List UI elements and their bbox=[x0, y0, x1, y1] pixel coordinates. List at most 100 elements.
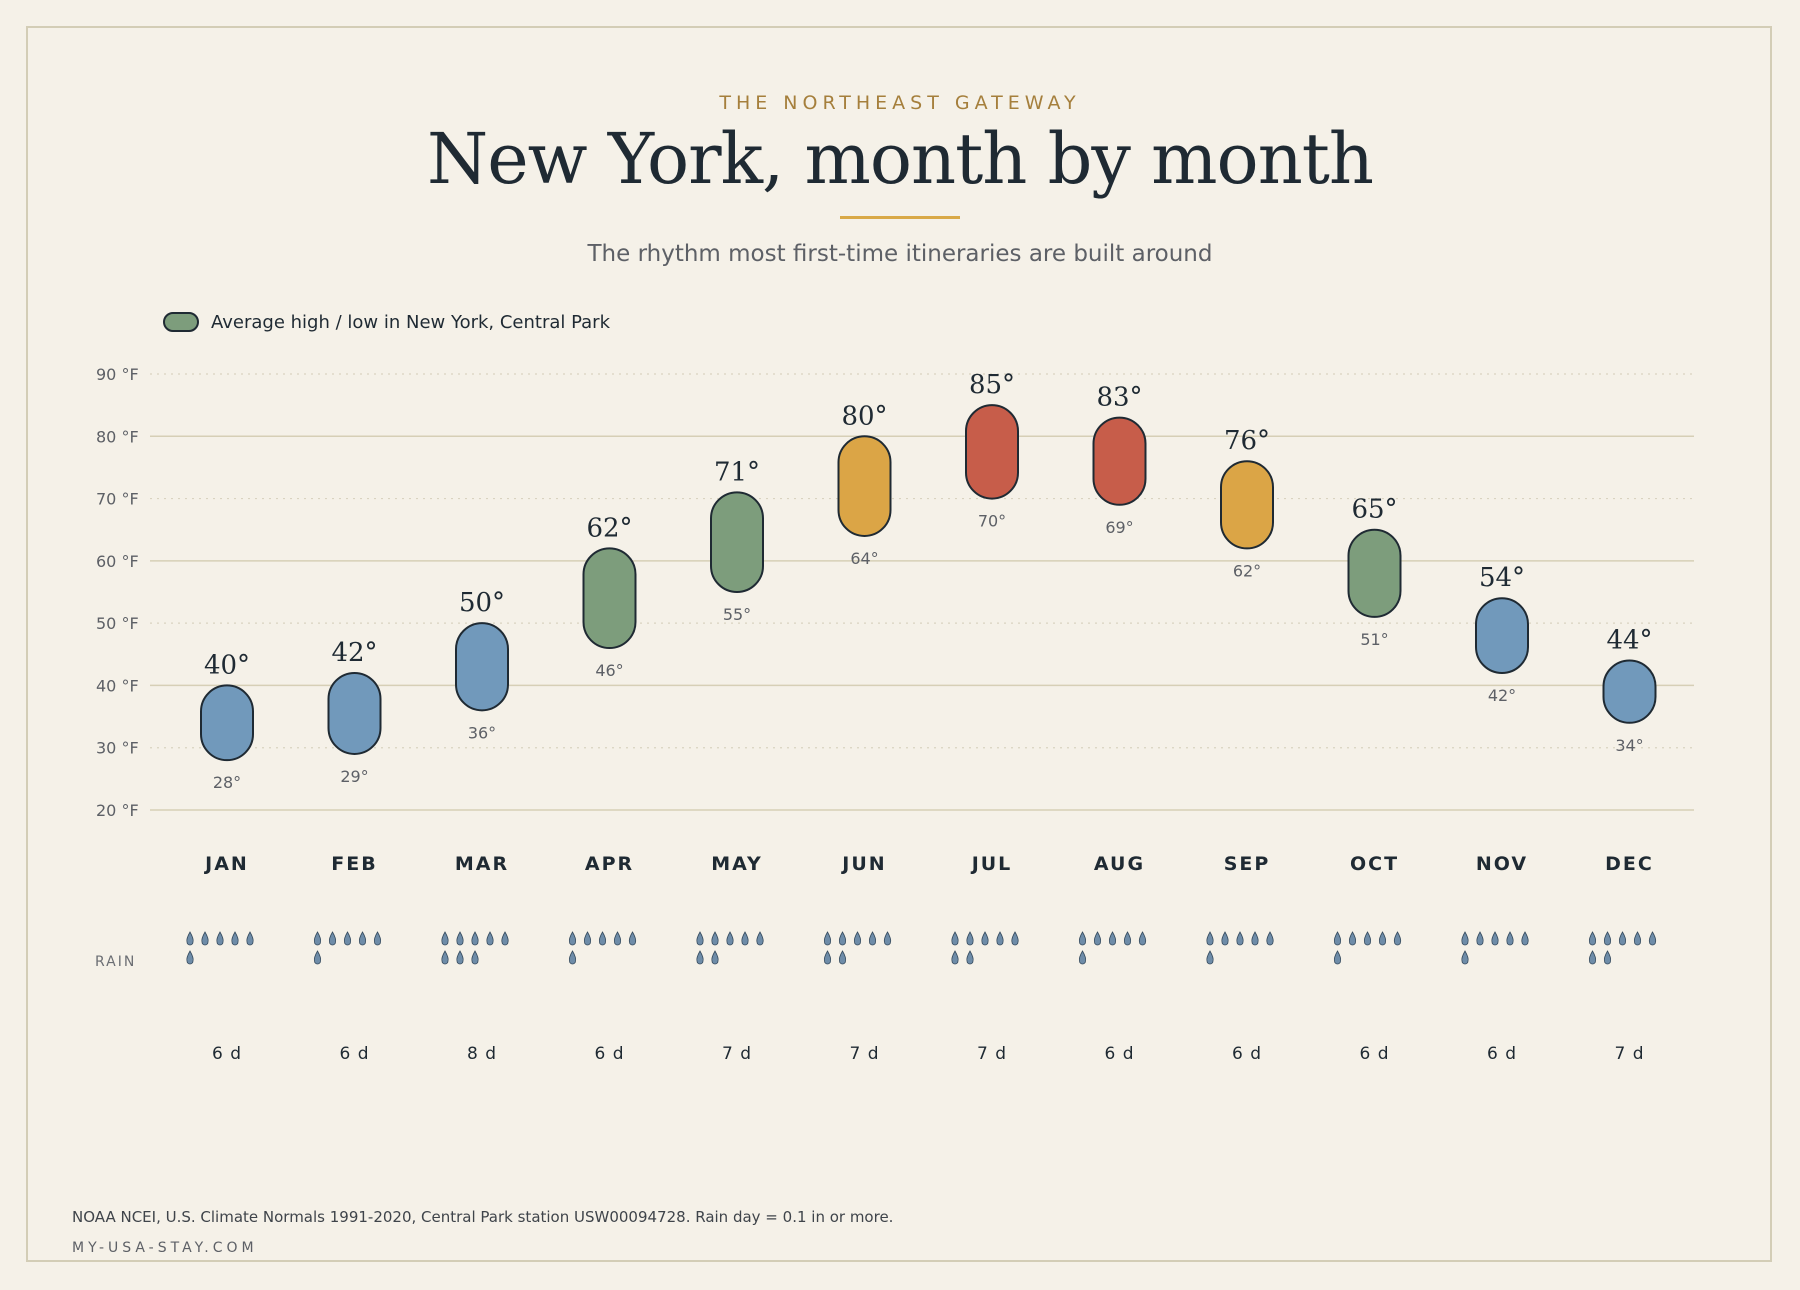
month-label: FEB bbox=[331, 853, 377, 875]
rain-days-label: 6 d bbox=[594, 1044, 624, 1064]
rain-drop-icon bbox=[868, 931, 877, 946]
rain-drop-icon bbox=[1648, 931, 1657, 946]
rain-drop-icon bbox=[186, 950, 194, 965]
title-underline bbox=[840, 216, 960, 219]
rain-days-label: 7 d bbox=[1614, 1044, 1644, 1064]
low-label: 69° bbox=[1105, 518, 1133, 537]
rain-drop-icon bbox=[981, 931, 989, 946]
rain-days-label: 6 d bbox=[1487, 1044, 1517, 1064]
rain-drop-icon bbox=[1108, 931, 1117, 946]
y-tick-label: 30 °F bbox=[96, 739, 139, 758]
rain-drop-icon bbox=[838, 931, 847, 946]
rain-drop-icon bbox=[1393, 931, 1402, 946]
rain-days-label: 6 d bbox=[1359, 1044, 1389, 1064]
temperature-bar bbox=[1347, 528, 1402, 618]
rain-drop-icon bbox=[883, 931, 892, 946]
month-label: JAN bbox=[203, 853, 249, 875]
rain-drop-icon bbox=[1506, 931, 1514, 946]
low-label: 36° bbox=[468, 723, 496, 742]
rain-drop-icon bbox=[1206, 931, 1214, 946]
low-label: 29° bbox=[340, 767, 368, 786]
rain-drop-icon bbox=[456, 950, 464, 965]
month-label: JUN bbox=[840, 853, 886, 875]
rain-drop-icon bbox=[1476, 931, 1484, 946]
month-label: DEC bbox=[1605, 853, 1654, 875]
temperature-bar bbox=[710, 491, 764, 594]
rain-drop-icon bbox=[951, 931, 959, 946]
rain-drop-icon bbox=[966, 950, 974, 965]
temperature-bar bbox=[455, 622, 509, 712]
eyebrow-label: THE NORTHEAST GATEWAY bbox=[719, 92, 1081, 114]
rain-drop-icon bbox=[1333, 950, 1342, 965]
rain-drop-icon bbox=[711, 931, 719, 946]
low-label: 28° bbox=[213, 773, 241, 792]
rain-drop-icon bbox=[313, 950, 322, 965]
rain-drop-icon bbox=[1603, 931, 1612, 946]
rain-drop-icon bbox=[823, 950, 832, 965]
rain-drop-icon bbox=[1521, 931, 1529, 946]
chart-legend: Average high / low in New York, Central … bbox=[163, 310, 610, 334]
rain-drop-icon bbox=[456, 931, 464, 946]
rain-drop-icon bbox=[328, 931, 337, 946]
month-label: JUL bbox=[970, 853, 1013, 875]
rain-drop-icon bbox=[1236, 931, 1244, 946]
page-title: New York, month by month bbox=[427, 118, 1374, 200]
rain-days-label: 7 d bbox=[849, 1044, 879, 1064]
rain-drop-icon bbox=[1363, 931, 1372, 946]
rain-drop-icon bbox=[1123, 931, 1132, 946]
rain-drop-icon bbox=[1078, 931, 1087, 946]
rain-days-label: 7 d bbox=[977, 1044, 1007, 1064]
high-label: 83° bbox=[1096, 383, 1142, 413]
month-label: APR bbox=[585, 853, 634, 875]
high-label: 62° bbox=[586, 513, 632, 543]
low-label: 46° bbox=[595, 661, 623, 680]
legend-label: Average high / low in New York, Central … bbox=[211, 311, 611, 333]
legend-swatch bbox=[163, 312, 199, 332]
rain-drop-icon bbox=[1011, 931, 1019, 946]
low-label: 70° bbox=[978, 512, 1006, 531]
low-label: 62° bbox=[1233, 561, 1261, 580]
temperature-bar bbox=[327, 671, 382, 755]
rain-drop-icon bbox=[1603, 950, 1612, 965]
rain-drop-icon bbox=[1093, 931, 1102, 946]
site-url: MY-USA-STAY.COM bbox=[72, 1240, 258, 1256]
rain-drop-icon bbox=[1378, 931, 1387, 946]
rain-drop-icon bbox=[246, 931, 254, 946]
rain-drop-icon bbox=[216, 931, 224, 946]
rain-drop-icon bbox=[568, 931, 577, 946]
rain-drop-icon bbox=[1588, 931, 1597, 946]
low-label: 42° bbox=[1488, 686, 1516, 705]
rain-drop-icon bbox=[441, 950, 449, 965]
temperature-bar bbox=[1475, 597, 1529, 674]
temperature-bar bbox=[837, 435, 892, 537]
high-label: 42° bbox=[331, 638, 377, 668]
rain-drop-icon bbox=[373, 931, 382, 946]
page-frame bbox=[26, 26, 1772, 1262]
rain-drop-icon bbox=[583, 931, 592, 946]
rain-drop-icon bbox=[568, 950, 577, 965]
temperature-bar bbox=[1092, 416, 1147, 506]
rain-drop-icon bbox=[1588, 950, 1597, 965]
high-label: 80° bbox=[841, 401, 887, 431]
rain-drop-icon bbox=[696, 931, 704, 946]
y-tick-label: 20 °F bbox=[96, 801, 139, 820]
rain-drop-icon bbox=[501, 931, 509, 946]
low-label: 64° bbox=[850, 549, 878, 568]
rain-drop-icon bbox=[1078, 950, 1087, 965]
y-tick-label: 60 °F bbox=[96, 552, 139, 571]
rain-drop-icon bbox=[1138, 931, 1147, 946]
source-footnote: NOAA NCEI, U.S. Climate Normals 1991-202… bbox=[72, 1208, 894, 1226]
rain-drop-icon bbox=[1266, 931, 1274, 946]
high-label: 40° bbox=[204, 650, 250, 680]
rain-drop-icon bbox=[628, 931, 637, 946]
rain-drop-icon bbox=[756, 931, 764, 946]
rain-drop-icon bbox=[471, 950, 479, 965]
temperature-bar bbox=[965, 404, 1019, 500]
rain-drop-icon bbox=[1461, 931, 1469, 946]
month-label: AUG bbox=[1094, 853, 1145, 875]
rain-drop-icon bbox=[1333, 931, 1342, 946]
rain-drop-icon bbox=[358, 931, 367, 946]
month-label: NOV bbox=[1476, 853, 1528, 875]
month-label: MAY bbox=[711, 853, 763, 875]
rain-drop-icon bbox=[1206, 950, 1214, 965]
